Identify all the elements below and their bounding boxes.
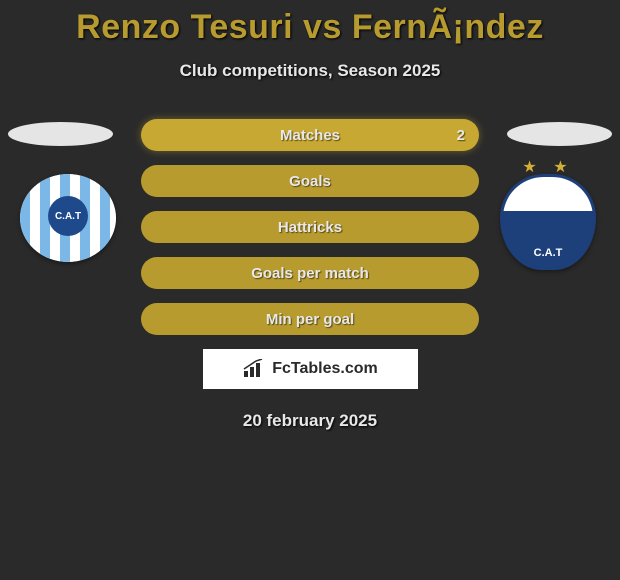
team-badge-right-initials: C.A.T bbox=[503, 247, 593, 259]
brand-chart-icon bbox=[242, 359, 266, 379]
stat-label: Hattricks bbox=[278, 219, 342, 236]
stat-label: Min per goal bbox=[266, 311, 354, 328]
player-right-ellipse bbox=[507, 122, 612, 146]
stat-right-value: 2 bbox=[457, 127, 465, 144]
team-badge-left-initials: C.A.T bbox=[48, 196, 88, 236]
page-title: Renzo Tesuri vs FernÃ¡ndez bbox=[0, 0, 620, 47]
team-badge-left: C.A.T bbox=[20, 174, 120, 262]
team-badge-right-shield: ★ ★ C.A.T bbox=[500, 174, 596, 270]
team-badge-right: ★ ★ C.A.T bbox=[500, 174, 600, 262]
subtitle: Club competitions, Season 2025 bbox=[0, 61, 620, 81]
brand-box[interactable]: FcTables.com bbox=[203, 349, 418, 389]
stat-row-hattricks: Hattricks bbox=[141, 211, 479, 243]
date-text: 20 february 2025 bbox=[0, 411, 620, 431]
stat-label: Matches bbox=[280, 127, 340, 144]
stat-label: Goals bbox=[289, 173, 331, 190]
stat-row-goals-per-match: Goals per match bbox=[141, 257, 479, 289]
team-badge-left-circle: C.A.T bbox=[20, 174, 116, 262]
stats-container: C.A.T ★ ★ C.A.T Matches 2 Goals Hattrick… bbox=[0, 119, 620, 431]
stat-row-min-per-goal: Min per goal bbox=[141, 303, 479, 335]
player-left-ellipse bbox=[8, 122, 113, 146]
stat-row-matches: Matches 2 bbox=[141, 119, 479, 151]
team-badge-right-stars: ★ ★ bbox=[503, 157, 593, 177]
stat-row-goals: Goals bbox=[141, 165, 479, 197]
stat-label: Goals per match bbox=[251, 265, 369, 282]
brand-text: FcTables.com bbox=[272, 360, 378, 378]
